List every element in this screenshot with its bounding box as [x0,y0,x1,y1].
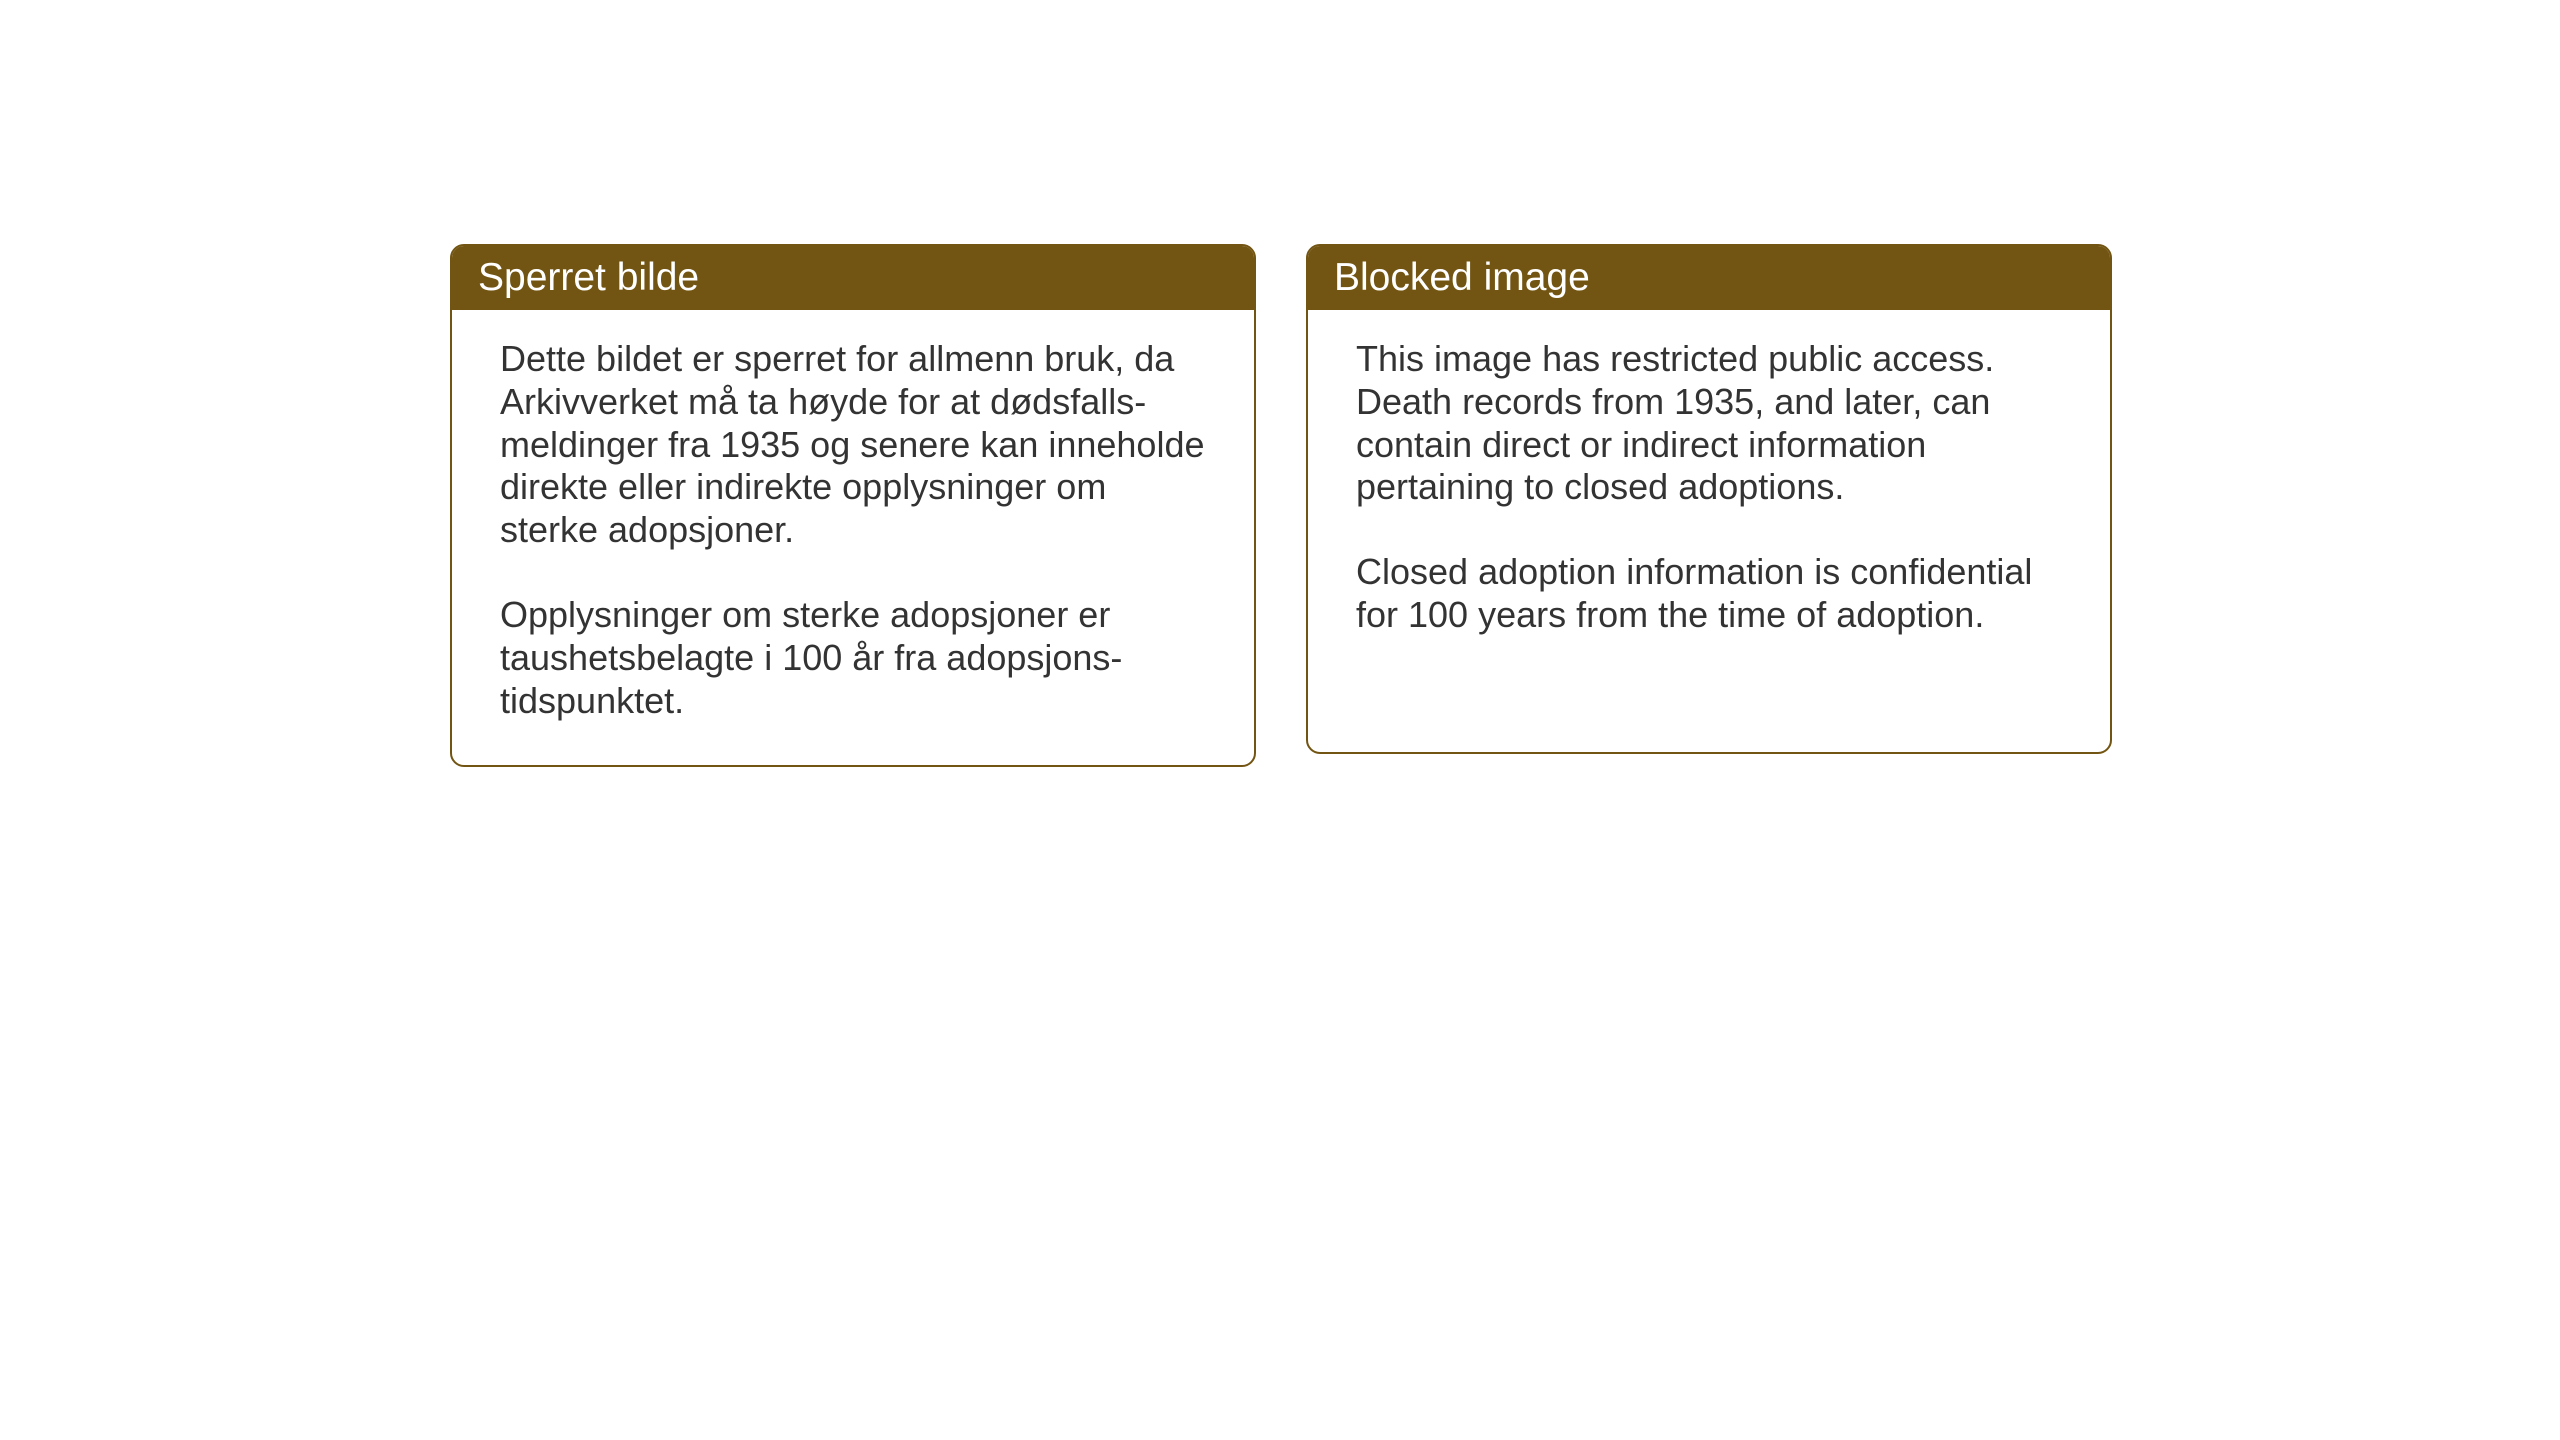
card-header-norwegian: Sperret bilde [452,246,1254,310]
card-title-norwegian: Sperret bilde [478,256,699,299]
notice-card-english: Blocked image This image has restricted … [1306,244,2112,754]
paragraph-1-norwegian: Dette bildet er sperret for allmenn bruk… [500,338,1214,552]
paragraph-1-english: This image has restricted public access.… [1356,338,2070,509]
card-body-norwegian: Dette bildet er sperret for allmenn bruk… [452,310,1254,765]
paragraph-2-english: Closed adoption information is confident… [1356,551,2070,637]
card-title-english: Blocked image [1334,256,1590,299]
notice-card-norwegian: Sperret bilde Dette bildet er sperret fo… [450,244,1256,767]
card-header-english: Blocked image [1308,246,2110,310]
card-body-english: This image has restricted public access.… [1308,310,2110,679]
paragraph-2-norwegian: Opplysninger om sterke adopsjoner er tau… [500,594,1214,722]
notice-container: Sperret bilde Dette bildet er sperret fo… [450,244,2112,767]
